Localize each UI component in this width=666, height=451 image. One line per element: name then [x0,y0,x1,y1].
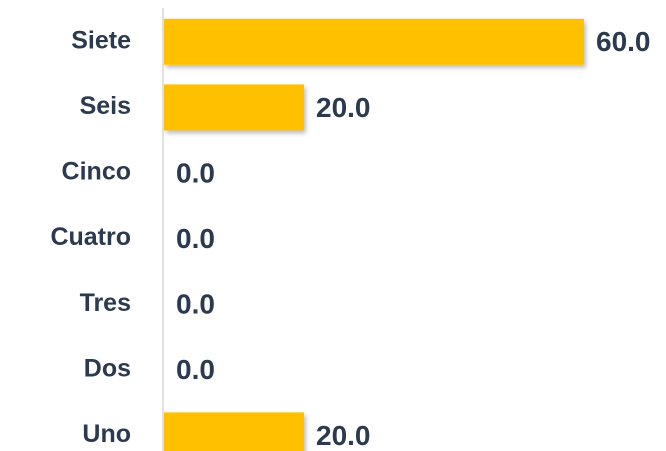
y-tick-label: Cinco [62,158,131,186]
value-label: 20.0 [316,420,371,451]
bar [164,412,304,451]
bar [164,84,304,131]
y-tick-label: Siete [71,26,131,54]
value-label: 20.0 [316,92,371,123]
y-tick-label: Tres [80,289,131,317]
value-label: 60.0 [596,26,651,57]
value-label: 0.0 [176,354,215,385]
y-tick-label: Uno [82,420,131,448]
value-label: 0.0 [176,157,215,188]
y-tick-label: Dos [84,354,131,382]
bar [164,18,584,65]
y-tick-label: Cuatro [50,223,131,251]
value-label: 0.0 [176,289,215,320]
y-tick-label: Seis [80,92,131,120]
value-label: 0.0 [176,223,215,254]
